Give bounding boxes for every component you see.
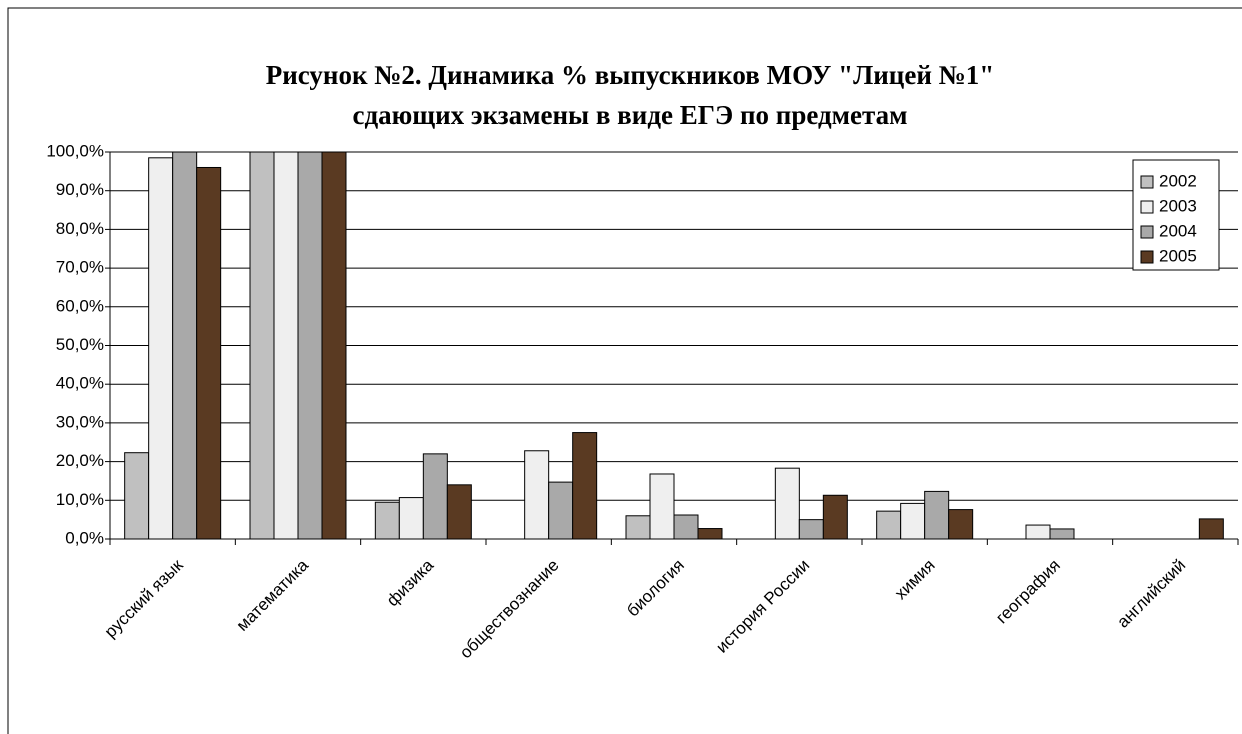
legend-swatch [1140,250,1154,264]
bar [876,510,902,540]
bar [673,514,699,540]
bar [1025,524,1051,540]
bar [422,453,448,540]
bar [249,151,275,540]
bar [924,490,950,540]
bar [948,509,974,540]
bar [446,484,472,540]
bar [774,467,800,540]
bar [374,501,400,540]
bar [900,502,926,540]
bar [822,494,848,540]
bar [798,519,824,540]
bar [297,151,323,540]
legend-label: 2002 [1159,171,1197,190]
y-tick-label: 70,0% [56,258,104,277]
legend-label: 2005 [1159,246,1197,265]
legend-label: 2004 [1159,221,1197,240]
bar [321,151,347,540]
y-tick-label: 90,0% [56,180,104,199]
y-tick-label: 50,0% [56,335,104,354]
bar [649,473,675,540]
chart-title: Рисунок №2. Динамика % выпускников МОУ "… [266,60,995,90]
bar [273,151,299,540]
y-tick-label: 0,0% [65,528,104,547]
bar [1049,528,1075,540]
y-tick-label: 60,0% [56,296,104,315]
legend-swatch [1140,225,1154,239]
legend-swatch [1140,200,1154,214]
bar [524,450,550,540]
bar [625,515,651,540]
y-tick-label: 20,0% [56,451,104,470]
bar [172,151,198,540]
bar [124,452,150,540]
y-tick-label: 40,0% [56,374,104,393]
y-tick-label: 10,0% [56,490,104,509]
chart-title: сдающих экзамены в виде ЕГЭ по предметам [353,100,908,130]
bar [148,157,174,540]
legend-swatch [1140,175,1154,189]
y-tick-label: 80,0% [56,219,104,238]
bar [398,497,424,540]
bar [572,432,598,540]
legend-label: 2003 [1159,196,1197,215]
bar [196,166,222,540]
bar [548,481,574,540]
y-tick-label: 30,0% [56,412,104,431]
y-tick-label: 100,0% [46,141,104,160]
bar [1198,518,1224,540]
bar [697,528,723,540]
